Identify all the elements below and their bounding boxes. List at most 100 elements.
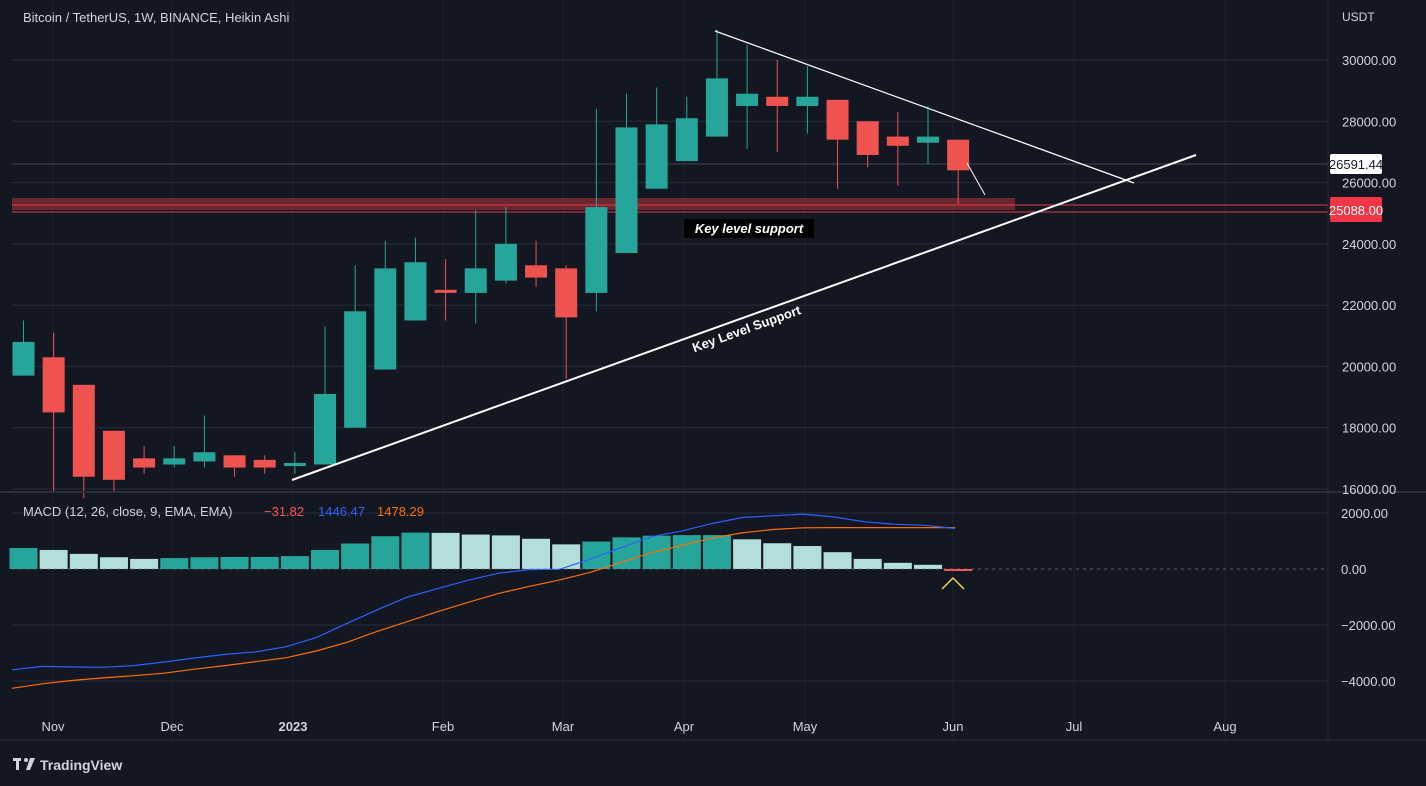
candle: [615, 93, 638, 254]
macd-histogram-bar: [672, 535, 701, 569]
macd-histogram-bar: [763, 543, 792, 569]
price-tick-label: 18000.00: [1342, 421, 1396, 436]
macd-histogram-bar: [883, 562, 912, 569]
macd-histogram-bar: [491, 535, 520, 569]
macd-line: [11, 513, 956, 671]
candle: [525, 240, 548, 287]
candle: [705, 29, 728, 137]
candle-body: [585, 207, 608, 293]
price-grid: [12, 0, 1328, 740]
macd-histogram-bar: [311, 549, 339, 569]
candle-body: [886, 136, 909, 146]
candle-body: [42, 357, 65, 413]
macd-histogram: [9, 532, 973, 571]
time-tick-label: Apr: [674, 719, 695, 734]
time-tick-label: 2023: [279, 719, 308, 734]
macd-axis: 2000.00 0.00 −2000.00 −4000.00: [1341, 506, 1396, 689]
candle: [253, 455, 276, 474]
candle: [223, 455, 246, 477]
macd-histogram-bar: [823, 552, 852, 569]
candle-body: [826, 99, 849, 140]
candle-body: [555, 268, 578, 318]
price-tick-label: 22000.00: [1342, 298, 1396, 313]
candle-body: [12, 341, 35, 376]
time-tick-label: Aug: [1213, 719, 1236, 734]
candle-body: [464, 268, 487, 293]
macd-histogram-bar: [190, 557, 219, 569]
support-trendline: [291, 154, 1197, 481]
macd-histogram-bar: [853, 558, 882, 569]
macd-histogram-bar: [250, 556, 279, 569]
support-zone: [12, 198, 1015, 210]
macd-histogram-bar: [280, 556, 309, 569]
chart-title: Bitcoin / TetherUS, 1W, BINANCE, Heikin …: [23, 10, 289, 25]
macd-histogram-bar: [220, 556, 249, 569]
candle-body: [705, 78, 728, 137]
macd-legend-signal: 1478.29: [377, 504, 424, 519]
macd-histogram-bar: [793, 546, 822, 569]
macd-histogram-bar: [582, 541, 611, 569]
level-price-badge: [1330, 197, 1382, 222]
price-axis: 16000.00 18000.00 20000.00 22000.00 24000.00…: [1342, 53, 1396, 497]
candle-body: [314, 394, 336, 465]
price-tick-label: 28000.00: [1342, 114, 1396, 129]
time-tick-label: Jul: [1066, 719, 1083, 734]
candle-body: [615, 127, 638, 254]
macd-tick-label: 2000.00: [1341, 506, 1388, 521]
macd-histogram-bar: [99, 557, 128, 569]
macd-histogram-bar: [160, 558, 189, 569]
candle-body: [223, 455, 246, 468]
candle-body: [404, 262, 427, 321]
macd-histogram-bar: [642, 535, 671, 569]
candle: [283, 452, 306, 474]
candle: [494, 207, 517, 284]
macd-histogram-bar: [371, 536, 400, 569]
macd-legend-hist: −31.82: [264, 504, 304, 519]
candle: [917, 105, 939, 165]
tradingview-logo-icon[interactable]: [13, 758, 35, 770]
time-axis: Nov Dec 2023 Feb Mar Apr May Jun Jul Aug: [41, 719, 1236, 734]
candle: [766, 60, 789, 152]
candle: [434, 259, 457, 321]
candle-body: [766, 96, 789, 106]
candle-body: [283, 462, 306, 467]
candle-body: [796, 96, 819, 106]
candle: [133, 446, 156, 474]
candle-body: [102, 430, 125, 480]
currency-label: USDT: [1342, 10, 1375, 24]
candle-body: [856, 121, 879, 155]
time-tick-label: Mar: [552, 719, 575, 734]
candle: [72, 384, 95, 499]
candle-body: [525, 265, 548, 278]
price-tick-label: 26000.00: [1342, 176, 1396, 191]
candle-body: [374, 268, 397, 370]
brand-label[interactable]: TradingView: [40, 757, 122, 773]
current-price-badge: [1330, 154, 1382, 174]
candle: [12, 320, 35, 376]
time-tick-label: Jun: [943, 719, 964, 734]
trendline-label: Key Level Support: [690, 302, 803, 355]
macd-histogram-bar: [522, 538, 551, 569]
candle: [404, 237, 427, 321]
candle-body: [736, 93, 759, 106]
candle: [796, 66, 819, 134]
candle: [645, 87, 668, 189]
candle-body: [947, 139, 970, 171]
time-tick-label: Dec: [160, 719, 184, 734]
candle: [856, 121, 879, 168]
candle: [374, 240, 397, 370]
macd-histogram-bar: [69, 553, 98, 569]
resistance-trendline: [714, 30, 1135, 184]
level-price-label: 25088.00: [1329, 203, 1383, 218]
macd-histogram-bar: [461, 534, 490, 569]
macd-histogram-bar: [401, 532, 430, 569]
candle: [585, 109, 608, 312]
candle: [555, 265, 578, 379]
candle: [736, 44, 759, 149]
candle-body: [133, 458, 156, 468]
candle-body: [645, 124, 668, 189]
candle-body: [434, 289, 457, 293]
macd-histogram-bar: [431, 532, 460, 569]
candle: [947, 139, 970, 205]
